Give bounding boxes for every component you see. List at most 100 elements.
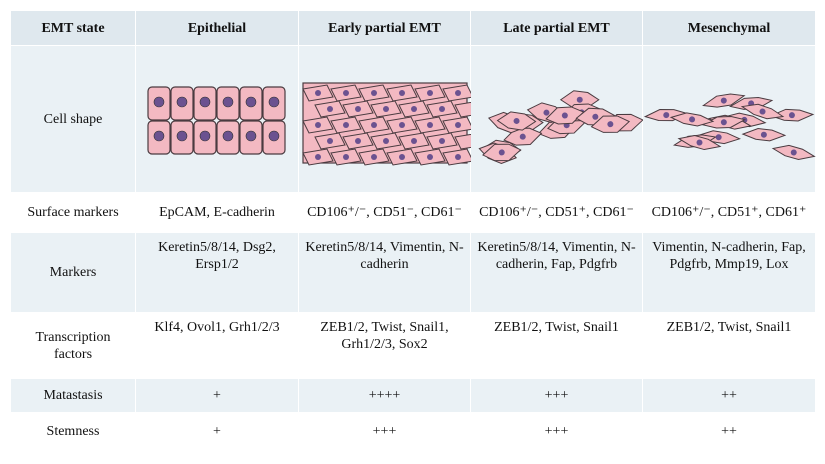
cell-illustration: [302, 81, 471, 166]
cell-text: CD106⁺/⁻, CD51⁻, CD61⁻: [298, 192, 471, 233]
cell-illustration: [643, 93, 816, 160]
cell-drawing: [455, 153, 461, 160]
cell-drawing: [545, 105, 585, 125]
cell-drawing: [543, 109, 550, 116]
cell-drawing: [315, 153, 321, 160]
cell-text: +: [135, 412, 299, 451]
cell-drawing: [590, 114, 631, 133]
cell-image: [135, 45, 299, 193]
cell-drawing: [383, 105, 389, 112]
cell-drawing: [427, 89, 433, 96]
cell-drawing: [222, 96, 234, 107]
cell-drawing: [607, 120, 614, 127]
cell-drawing: [176, 130, 188, 141]
cell-text: ++: [642, 412, 816, 451]
cell-drawing: [720, 118, 727, 125]
cell-drawing: [439, 105, 445, 112]
cell-drawing: [701, 115, 747, 128]
cell-drawing: [454, 133, 471, 150]
cell-drawing: [790, 148, 797, 155]
cell-drawing: [199, 96, 211, 107]
cell-drawing: [454, 101, 471, 118]
cell-text: ZEB1/2, Twist, Snail1, Grh1/2/3, Sox2: [298, 312, 471, 379]
header-cell: Late partial EMT: [470, 10, 643, 46]
cell-drawing: [383, 137, 389, 144]
cell-text: Klf4, Ovol1, Grh1/2/3: [135, 312, 299, 379]
row: Matastasis + ++++ +++ ++: [10, 378, 816, 413]
cell-drawing: [519, 133, 526, 140]
cell-drawing: [245, 130, 257, 141]
cell-text: +++: [470, 378, 643, 413]
header-row: EMT state Epithelial Early partial EMT L…: [10, 10, 816, 46]
row: Cell shape: [10, 45, 816, 193]
cell-drawing: [343, 121, 349, 128]
cell-drawing: [561, 111, 568, 118]
cell-drawing: [153, 130, 165, 141]
cell-drawing: [427, 153, 433, 160]
cell-text: ZEB1/2, Twist, Snail1: [470, 312, 643, 379]
cell-drawing: [399, 89, 405, 96]
cell-drawing: [455, 89, 461, 96]
row-label: Surface markers: [10, 192, 136, 233]
cell-drawing: [176, 96, 188, 107]
row-label: Stemness: [10, 412, 136, 451]
header-cell: Early partial EMT: [298, 10, 471, 46]
header-cell: Epithelial: [135, 10, 299, 46]
cell-drawing: [740, 103, 785, 119]
cell-drawing: [268, 96, 280, 107]
row-label: Matastasis: [10, 378, 136, 413]
cell-drawing: [245, 96, 257, 107]
header-cell: EMT state: [10, 10, 136, 46]
cell-drawing: [689, 115, 696, 122]
cell-drawing: [315, 121, 321, 128]
header-cell: Mesenchymal: [642, 10, 816, 46]
cell-drawing: [355, 137, 361, 144]
cell-drawing: [696, 139, 703, 146]
row-label: Transcription factors: [10, 312, 136, 379]
cell-drawing: [399, 121, 405, 128]
cell-drawing: [315, 89, 321, 96]
cell-drawing: [513, 117, 520, 124]
cell-drawing: [482, 143, 522, 161]
cell-image: [470, 45, 643, 193]
cell-drawing: [399, 153, 405, 160]
cell-drawing: [355, 105, 361, 112]
cell-image: [642, 45, 816, 193]
cell-drawing: [592, 113, 599, 120]
cell-illustration: [478, 89, 643, 164]
cell-drawing: [715, 133, 722, 140]
cell-drawing: [769, 108, 815, 121]
row-label: Markers: [10, 232, 136, 313]
cell-drawing: [788, 111, 795, 118]
row-label: Cell shape: [10, 45, 136, 193]
cell-drawing: [576, 96, 583, 103]
cell-drawing: [720, 97, 727, 104]
cell-drawing: [371, 89, 377, 96]
cell-text: ++: [642, 378, 816, 413]
row: Stemness + +++ +++ ++: [10, 412, 816, 451]
cell-drawing: [343, 153, 349, 160]
cell-illustration: [147, 85, 286, 155]
row: Transcription factors Klf4, Ovol1, Grh1/2…: [10, 312, 816, 379]
cell-drawing: [677, 134, 722, 150]
cell-drawing: [153, 96, 165, 107]
cell-drawing: [427, 121, 433, 128]
row: Markers Keretin5/8/14, Dsg2, Ersp1/2 Keret…: [10, 232, 816, 313]
cell-drawing: [759, 108, 766, 115]
cell-drawing: [371, 121, 377, 128]
cell-drawing: [411, 105, 417, 112]
cell-text: ++++: [298, 378, 471, 413]
cell-drawing: [327, 105, 333, 112]
cell-text: Keretin5/8/14, Vimentin, N-cadherin, Fap…: [470, 232, 643, 313]
cell-text: CD106⁺/⁻, CD51⁺, CD61⁺: [642, 192, 816, 233]
cell-drawing: [199, 130, 211, 141]
cell-drawing: [496, 110, 537, 131]
cell-drawing: [702, 93, 746, 108]
cell-text: Keretin5/8/14, Dsg2, Ersp1/2: [135, 232, 299, 313]
cell-drawing: [669, 111, 715, 126]
cell-image: [298, 45, 471, 193]
cell-text: +++: [470, 412, 643, 451]
cell-text: Keretin5/8/14, Vimentin, N-cadherin: [298, 232, 471, 313]
row: Surface markers EpCAM, E-cadherin CD106⁺/⁻…: [10, 192, 816, 233]
